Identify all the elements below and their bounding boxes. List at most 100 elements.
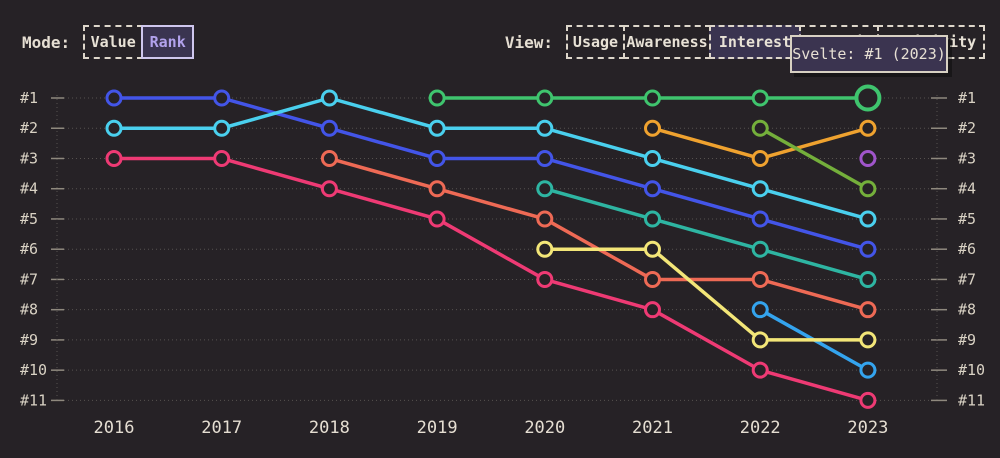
data-point[interactable]	[751, 210, 769, 228]
series-purple[interactable]	[859, 149, 877, 167]
data-point[interactable]	[859, 361, 877, 379]
y-axis-label-right: #11	[958, 391, 985, 409]
data-point[interactable]	[536, 89, 554, 107]
series-line[interactable]	[112, 96, 870, 221]
highlighted-data-point[interactable]	[854, 84, 882, 112]
data-point[interactable]	[751, 119, 769, 137]
data-point[interactable]	[536, 180, 554, 198]
series-line[interactable]	[112, 96, 870, 251]
series-line[interactable]	[543, 186, 870, 282]
y-axis-label-right: #5	[958, 210, 976, 228]
x-axis-label: 2018	[309, 418, 350, 438]
data-point[interactable]	[644, 210, 661, 228]
data-point[interactable]	[751, 180, 769, 198]
series-cyan[interactable]	[105, 89, 877, 228]
series-line[interactable]	[112, 156, 870, 403]
data-point[interactable]	[428, 119, 446, 137]
data-point[interactable]	[213, 119, 231, 137]
data-point[interactable]	[320, 149, 338, 167]
data-point[interactable]	[428, 210, 446, 228]
data-point[interactable]	[644, 119, 661, 137]
data-point[interactable]	[859, 331, 877, 349]
data-point[interactable]	[644, 149, 661, 167]
series-line[interactable]	[758, 126, 870, 191]
mode-option-value[interactable]: Value	[83, 25, 144, 59]
data-point[interactable]	[644, 270, 661, 288]
data-point[interactable]	[751, 89, 769, 107]
data-point[interactable]	[536, 240, 554, 258]
series-teal[interactable]	[536, 180, 877, 288]
y-axis-label-left: #11	[20, 391, 47, 409]
data-point[interactable]	[536, 210, 554, 228]
y-axis-label-left: #3	[20, 149, 38, 167]
data-point[interactable]	[105, 149, 123, 167]
x-axis-label: 2017	[201, 418, 242, 438]
data-point[interactable]	[859, 301, 877, 319]
data-point[interactable]	[751, 270, 769, 288]
data-point[interactable]	[213, 89, 231, 107]
view-option-usage[interactable]: Usage	[566, 25, 625, 59]
series-coral[interactable]	[320, 149, 877, 319]
data-point[interactable]	[320, 119, 338, 137]
data-point[interactable]	[751, 331, 769, 349]
y-axis-label-right: #7	[958, 270, 976, 288]
x-axis-label: 2019	[417, 418, 458, 438]
view-option-interest[interactable]: Interest	[709, 25, 801, 59]
y-axis-label-right: #3	[958, 149, 976, 167]
data-point[interactable]	[105, 89, 123, 107]
x-axis-label: 2020	[524, 418, 565, 438]
series-line[interactable]	[543, 247, 870, 342]
series-blue[interactable]	[105, 89, 877, 258]
y-axis-label-right: #1	[958, 89, 976, 107]
data-point[interactable]	[859, 119, 877, 137]
data-point[interactable]	[859, 240, 877, 258]
data-point[interactable]	[428, 149, 446, 167]
view-label: View:	[504, 32, 553, 52]
mode-button-row: Value Rank	[83, 25, 195, 59]
y-axis-label-right: #4	[958, 180, 976, 198]
data-point[interactable]	[751, 149, 769, 167]
data-point[interactable]	[859, 210, 877, 228]
data-point[interactable]	[428, 180, 446, 198]
data-point[interactable]	[644, 89, 661, 107]
data-point[interactable]	[644, 180, 661, 198]
y-axis-label-right: #2	[958, 119, 976, 137]
data-point[interactable]	[751, 240, 769, 258]
data-point[interactable]	[751, 301, 769, 319]
series-orange[interactable]	[644, 119, 877, 167]
y-axis-label-right: #8	[958, 301, 976, 319]
series-yellow[interactable]	[536, 240, 877, 349]
data-point[interactable]	[320, 89, 338, 107]
y-axis-label-right: #10	[958, 361, 985, 379]
series-pink[interactable]	[105, 149, 877, 409]
data-point[interactable]	[536, 149, 554, 167]
data-point[interactable]	[428, 89, 446, 107]
data-point[interactable]	[536, 119, 554, 137]
data-point[interactable]	[644, 301, 661, 319]
y-axis-label-left: #2	[20, 119, 38, 137]
y-axis-label-left: #9	[20, 331, 38, 349]
x-axis-label: 2022	[740, 418, 781, 438]
tooltip-text: Svelte: #1 (2023)	[792, 45, 946, 63]
data-point[interactable]	[859, 270, 877, 288]
data-point[interactable]	[105, 119, 123, 137]
x-axis-label: 2021	[632, 418, 673, 438]
y-axis-label-left: #1	[20, 89, 38, 107]
data-point[interactable]	[644, 240, 661, 258]
data-point[interactable]	[320, 180, 338, 198]
series-olive[interactable]	[751, 119, 877, 198]
mode-option-rank[interactable]: Rank	[141, 25, 195, 59]
data-point[interactable]	[213, 149, 231, 167]
data-point[interactable]	[536, 270, 554, 288]
series-line[interactable]	[327, 156, 870, 312]
y-axis-label-left: #7	[20, 270, 38, 288]
series-svelte[interactable]	[428, 89, 877, 107]
data-point[interactable]	[751, 361, 769, 379]
data-point[interactable]	[859, 391, 877, 409]
data-point[interactable]	[859, 180, 877, 198]
data-point[interactable]	[859, 149, 877, 167]
view-option-awareness[interactable]: Awareness	[623, 25, 711, 59]
y-axis-label-left: #4	[20, 180, 38, 198]
